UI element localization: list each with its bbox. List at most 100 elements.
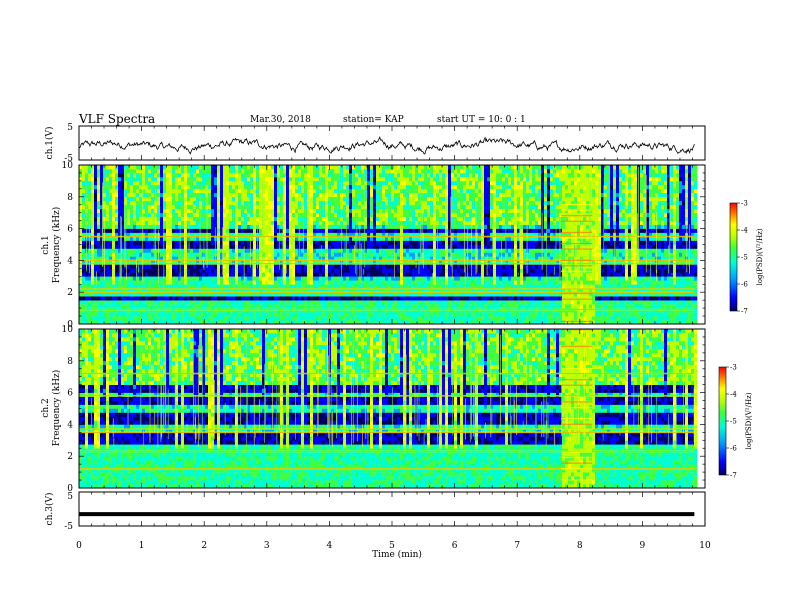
spectrogram-cell [358,316,362,321]
spectrogram-cell [433,204,437,210]
spectrogram-cell [91,320,95,325]
spectrogram-cell [97,300,101,305]
spectrogram-cell [316,268,320,273]
spectrogram-cell [367,165,371,170]
spectrogram-cell [79,220,83,225]
spectrogram-cell [256,208,260,213]
spectrogram-cell [433,188,437,194]
spectrogram-cell [268,304,272,309]
spectrogram-cell [388,184,392,190]
spectrogram-cell [226,256,230,261]
spectrogram-cell [184,300,188,305]
spectrogram-cell [250,300,254,305]
spectrogram-cell [94,256,98,261]
spectrogram-cell [430,228,434,233]
spectrogram-cell [442,268,446,273]
spectrogram-cell [157,312,161,317]
spectrogram-cell [301,260,305,265]
spectrogram-cell [190,173,194,178]
spectrogram-cell [433,288,437,293]
spectrogram-cell [94,184,98,190]
spectrogram-cell [187,300,191,305]
spectrogram-cell [406,232,410,237]
spectrogram-cell [379,173,383,178]
spectrogram-cell [139,284,143,289]
spectrogram-cell [334,188,338,194]
spectrogram-cell [280,212,284,217]
spectrogram-cell [148,244,152,249]
spectrogram-cell [187,184,191,190]
spectrogram-cell [229,316,233,321]
spectrogram-cell [262,192,266,198]
spectrogram-cell [169,228,173,233]
spectrogram-cell [397,300,401,305]
spectrogram-cell [190,292,194,297]
spectrogram-cell [166,304,170,309]
spectrogram-cell [169,236,173,241]
spectrogram-cell [133,244,137,249]
spectrogram-cell [358,292,362,297]
spectrogram-cell [436,320,440,325]
spectrogram-cell [268,165,272,170]
spectrogram-cell [178,212,182,217]
spectrogram-cell [412,288,416,293]
spectrogram-cell [304,208,308,213]
spectrogram-cell [382,208,386,213]
spectrogram-cell [151,212,155,217]
spectrogram-cell [79,165,83,170]
spectrogram-cell [394,252,398,257]
spectrogram-cell [142,169,146,174]
spectrogram-cell [130,212,134,217]
spectrogram-cell [433,272,437,277]
spectrogram-cell [301,248,305,253]
spectrogram-cell [352,196,356,202]
spectrogram-cell [403,312,407,317]
spectrogram-cell [211,248,215,253]
spectrogram-cell [223,280,227,285]
spectrogram-cell [160,252,164,257]
spectrogram-cell [382,280,386,285]
spectrogram-cell [352,312,356,317]
spectrogram-cell [130,204,134,210]
spectrogram-cell [127,188,131,194]
spectrogram-cell [208,165,212,170]
spectrogram-cell [88,184,92,190]
spectrogram-cell [259,268,263,273]
spectrogram-cell [166,204,170,210]
spectrogram-cell [184,268,188,273]
spectrogram-cell [241,248,245,253]
spectrogram-cell [187,320,191,325]
spectrogram-cell [370,173,374,178]
spectrogram-cell [265,212,269,217]
spectrogram-cell [394,188,398,194]
spectrogram-cell [178,260,182,265]
spectrogram-cell [427,240,431,245]
figure-title: VLF Spectra [78,112,155,126]
spectrogram-cell [271,260,275,265]
spectrogram-cell [208,244,212,249]
spectrogram-cell [280,228,284,233]
spectrogram-cell [178,176,182,182]
spectrogram-cell [427,232,431,237]
spectrogram-cell [265,200,269,206]
spectrogram-cell [292,240,296,245]
spectrogram-cell [289,272,293,277]
spectrogram-cell [346,176,350,182]
spectrogram-cell [334,240,338,245]
spectrogram-cell [361,232,365,237]
spectrogram-cell [337,268,341,273]
spectrogram-cell [406,244,410,249]
spectrogram-cell [349,276,353,281]
spectrogram-cell [313,312,317,317]
spectrogram-cell [373,300,377,305]
spectrogram-cell [154,300,158,305]
spectrogram-cell [265,268,269,273]
spectrogram-cell [79,252,83,257]
spectrogram-cell [301,236,305,241]
spectrogram-cell [232,256,236,261]
spectrogram-cell [331,288,335,293]
spectrogram-cell [118,300,122,305]
spectrogram-cell [427,200,431,206]
spectrogram-cell [229,268,233,273]
spectrogram-cell [154,280,158,285]
